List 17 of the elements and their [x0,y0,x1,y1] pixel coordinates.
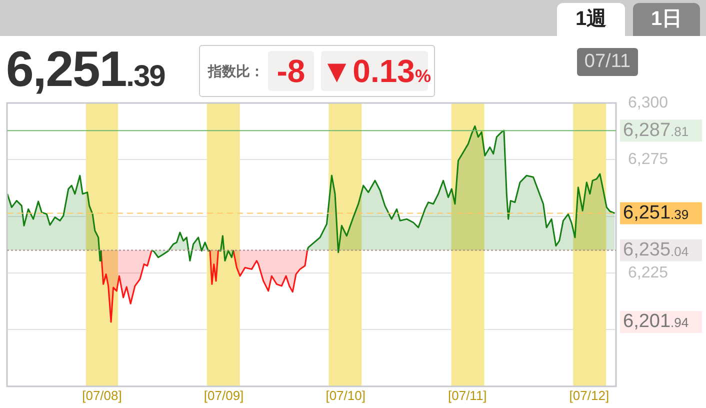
chart-title: 6,251.39 [6,40,165,99]
x-tick-label: [07/12] [569,388,610,403]
ref-line-label: 6,235.04 [623,240,689,261]
text: 1週 [557,3,625,36]
y-tick-label: 6,300 [628,94,668,112]
x-tick-label: [07/08] [82,388,122,403]
text: 6,201.94 [620,311,702,333]
y-tick-label: 6,225 [628,264,668,282]
y-tick-label: 6,275 [628,151,668,168]
text: 07/11 [584,51,631,72]
x-tick-label: [07/10] [326,388,366,403]
ref-line-label: 6,251.39 [623,202,689,224]
x-tick-label: [07/11] [448,388,487,403]
x-tick-label: [07/09] [204,388,244,403]
change-panel: 指数比： -8 ▼0.13% [199,45,435,97]
ref-line-label: 6,287.81 [623,120,689,141]
text: 1日 [633,3,700,36]
